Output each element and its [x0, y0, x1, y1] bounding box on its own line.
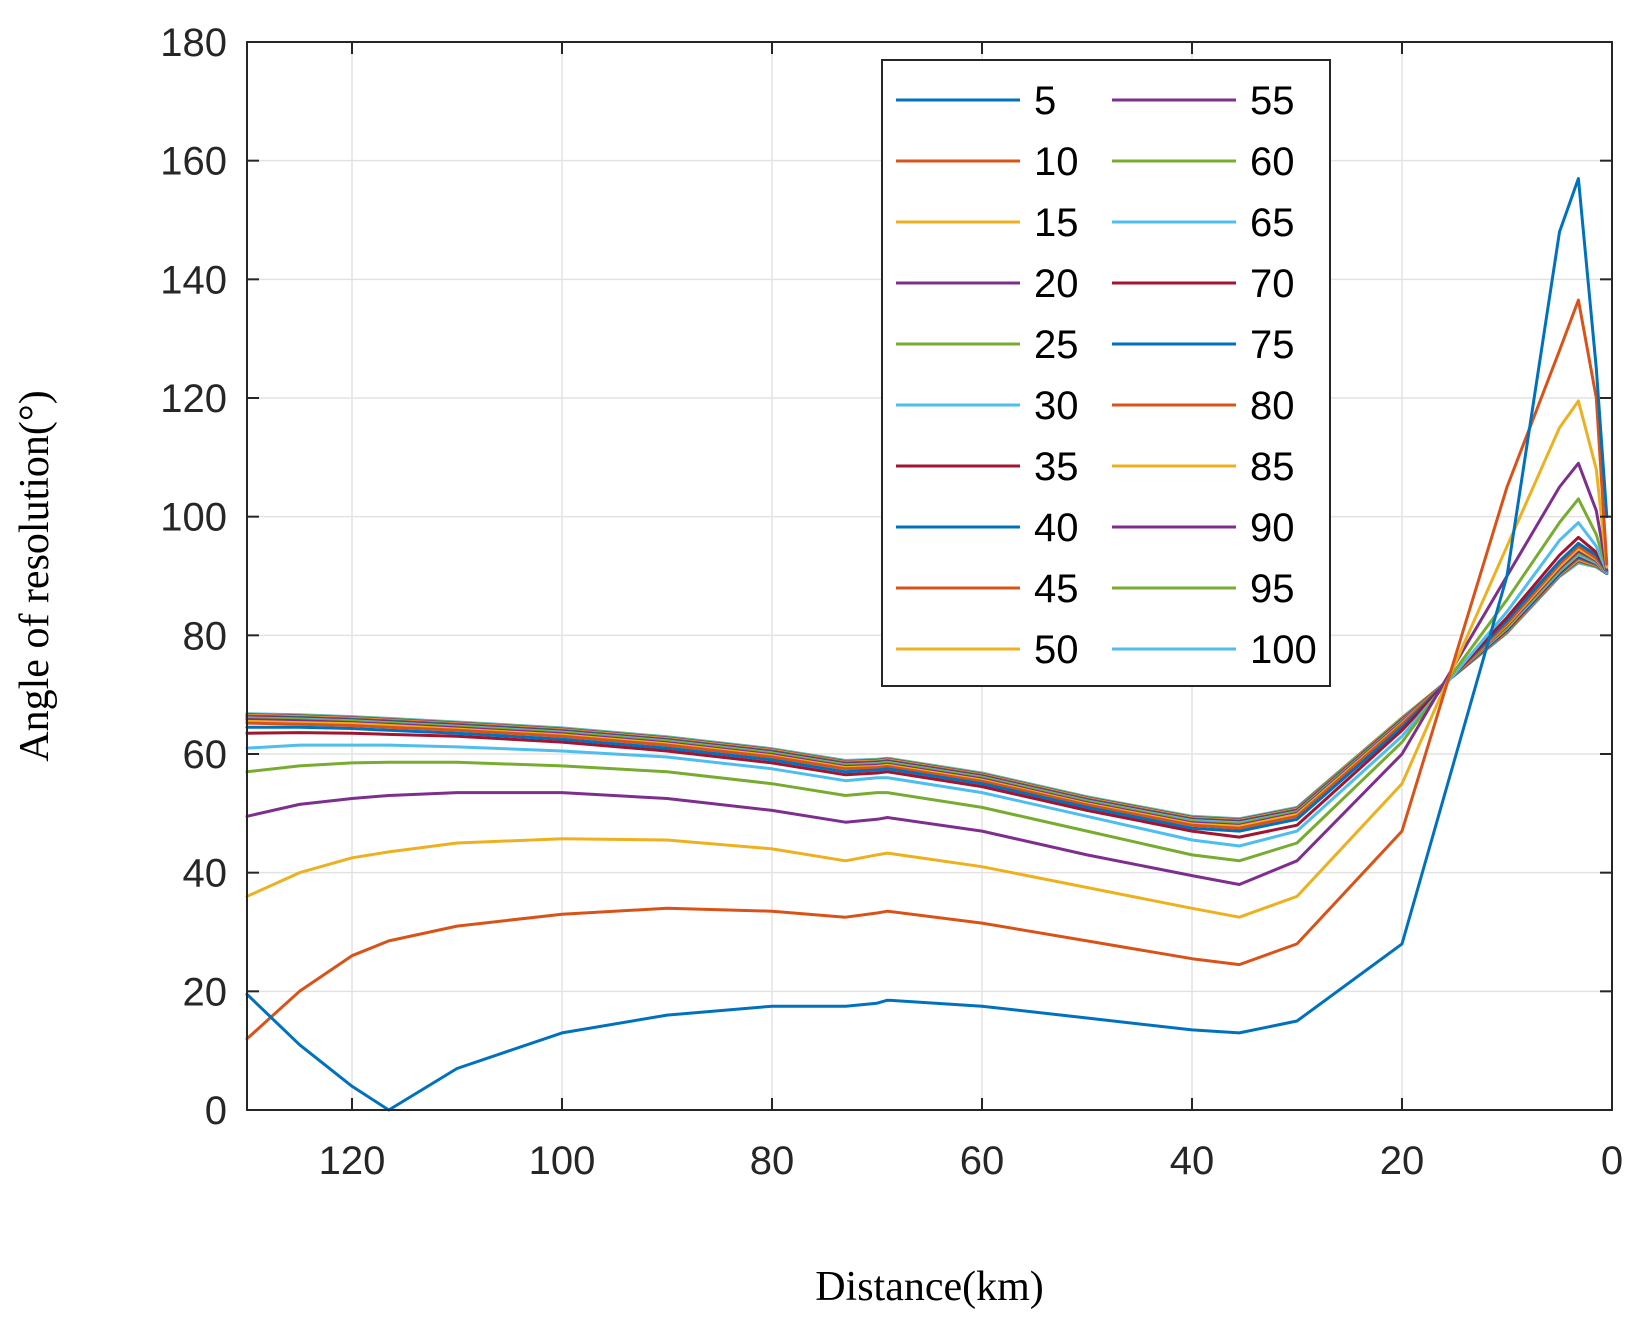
- legend-label: 60: [1250, 140, 1295, 184]
- y-tick-label: 180: [160, 21, 227, 65]
- legend-label: 35: [1034, 445, 1079, 489]
- axes-box: [246, 41, 1613, 1111]
- y-axis-ticks: 0 20 40 60 80 100 120 140 160 180: [160, 21, 1612, 1133]
- legend-label: 65: [1250, 201, 1295, 245]
- legend-label: 85: [1250, 445, 1295, 489]
- y-tick-label: 60: [183, 733, 228, 777]
- x-tick-label: 60: [960, 1139, 1005, 1183]
- x-tick-label: 120: [319, 1139, 386, 1183]
- series-line-10: [245, 298, 1609, 1041]
- legend-label: 5: [1034, 79, 1056, 123]
- y-tick-label: 0: [205, 1089, 227, 1133]
- series-line-20: [245, 461, 1609, 886]
- y-tick-label: 40: [183, 852, 228, 896]
- legend-label: 30: [1034, 384, 1079, 428]
- x-tick-label: 0: [1601, 1139, 1623, 1183]
- legend-label: 90: [1250, 506, 1295, 550]
- x-tick-label: 100: [529, 1139, 596, 1183]
- legend-label: 25: [1034, 323, 1079, 367]
- legend-label: 40: [1034, 506, 1079, 550]
- series-line-35: [245, 535, 1609, 839]
- y-tick-label: 100: [160, 496, 227, 540]
- legend-label: 10: [1034, 140, 1079, 184]
- legend-label: 70: [1250, 262, 1295, 306]
- series-line-40: [245, 541, 1609, 833]
- legend: 5 10 15 20 25 30 35 40 45 50 55 60 65 70 75 80 85 90 95 100: [881, 59, 1331, 687]
- legend-label: 55: [1250, 79, 1295, 123]
- x-axis-label: Distance(km): [815, 1264, 1044, 1310]
- y-tick-label: 120: [160, 377, 227, 421]
- legend-label: 50: [1034, 628, 1079, 672]
- legend-label: 15: [1034, 201, 1079, 245]
- x-tick-label: 20: [1380, 1139, 1425, 1183]
- series-line-15: [245, 399, 1609, 919]
- series-line-25: [245, 497, 1609, 863]
- series-layer: [245, 177, 1609, 1112]
- y-axis-label: Angle of resolution(°): [12, 390, 58, 761]
- y-tick-label: 140: [160, 258, 227, 302]
- legend-label: 100: [1250, 628, 1317, 672]
- legend-label: 75: [1250, 323, 1295, 367]
- x-tick-label: 40: [1170, 1139, 1215, 1183]
- series-line-5: [245, 177, 1609, 1112]
- legend-label: 20: [1034, 262, 1079, 306]
- y-tick-label: 20: [183, 970, 228, 1014]
- series-line-45: [245, 544, 1609, 830]
- series-line-30: [245, 521, 1609, 848]
- legend-label: 45: [1034, 567, 1079, 611]
- x-axis-ticks: 120 100 80 60 40 20 0: [319, 42, 1623, 1183]
- x-tick-label: 80: [750, 1139, 795, 1183]
- y-tick-label: 160: [160, 140, 227, 184]
- legend-label: 80: [1250, 384, 1295, 428]
- legend-label: 95: [1250, 567, 1295, 611]
- legend-box: [881, 59, 1331, 687]
- y-tick-label: 80: [183, 614, 228, 658]
